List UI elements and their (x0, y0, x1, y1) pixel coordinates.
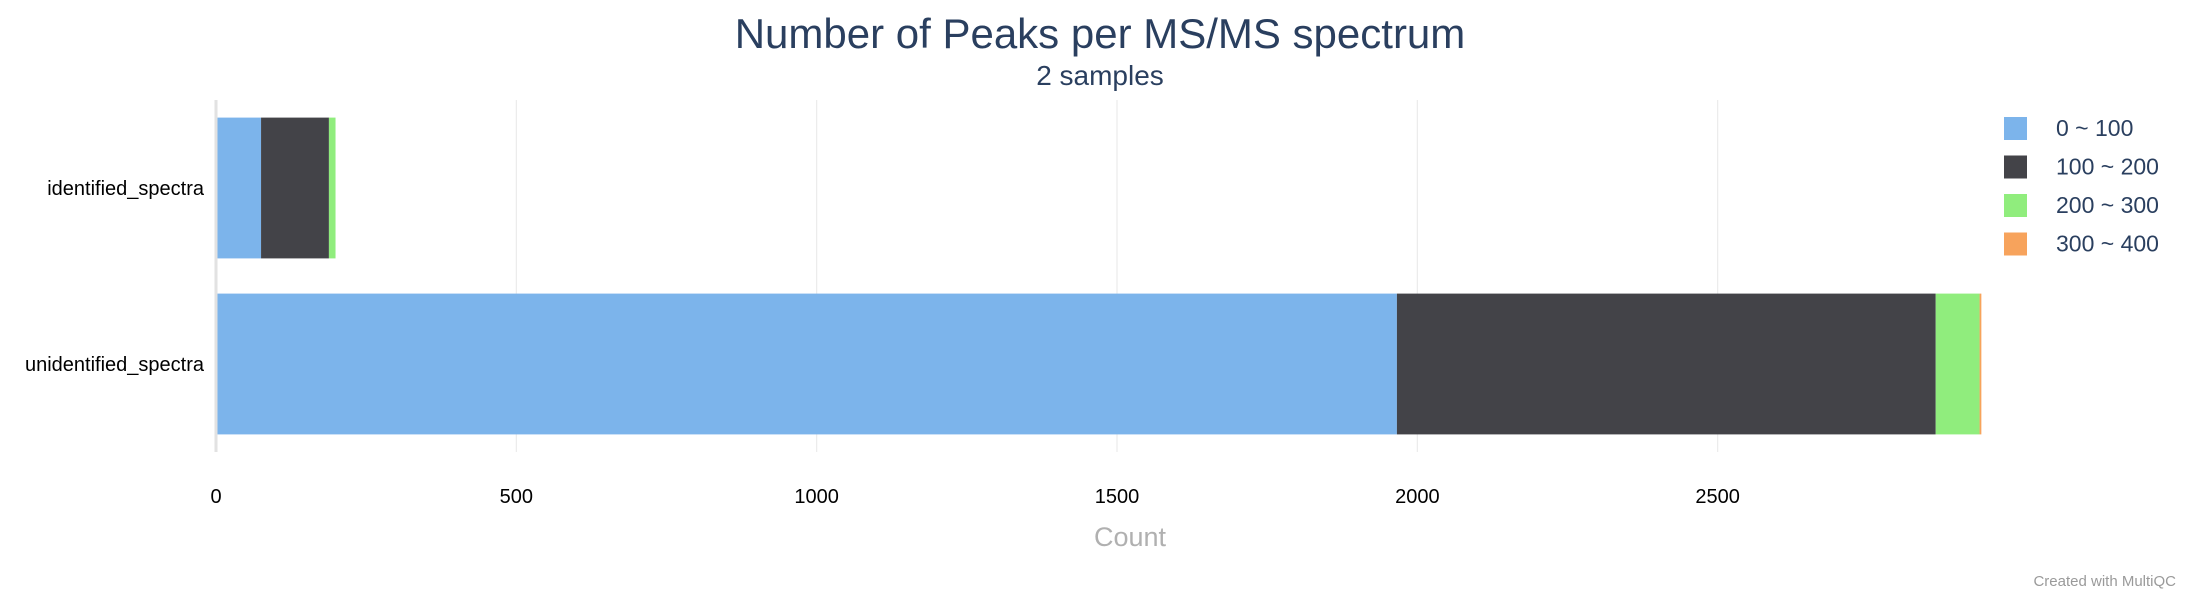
bars[interactable] (216, 117, 1982, 435)
bar-segment[interactable] (261, 117, 329, 259)
legend-label[interactable]: 100 ~ 200 (2056, 154, 2159, 180)
legend-label[interactable]: 300 ~ 400 (2056, 231, 2159, 257)
bar-segment[interactable] (1935, 293, 1980, 435)
x-tick-label: 500 (500, 486, 533, 508)
bar-segment[interactable] (216, 117, 262, 259)
x-tick-label: 0 (210, 486, 221, 508)
bar-segment[interactable] (1396, 293, 1936, 435)
bar-segment[interactable] (328, 117, 336, 259)
x-tick-label: 1000 (794, 486, 839, 508)
bar-segment[interactable] (216, 293, 1397, 435)
credit-text: Created with MultiQC (2033, 573, 2176, 590)
legend-label[interactable]: 0 ~ 100 (2056, 115, 2133, 141)
legend[interactable]: 0 ~ 100 100 ~ 200 200 ~ 300 300 ~ 400 (2004, 115, 2159, 257)
bar-segment[interactable] (1979, 293, 1982, 435)
legend-swatch[interactable] (2004, 117, 2027, 140)
axes: 0 500 1000 1500 2000 2500 Count identified_spec… (25, 100, 1740, 552)
chart-subtitle: 2 samples (1036, 60, 1164, 91)
x-tick-label: 1500 (1095, 486, 1140, 508)
legend-swatch[interactable] (2004, 194, 2027, 217)
legend-swatch[interactable] (2004, 155, 2027, 179)
category-label: unidentified_spectra (25, 354, 205, 376)
legend-label[interactable]: 200 ~ 300 (2056, 192, 2159, 218)
x-axis-title: Count (1094, 522, 1167, 552)
legend-swatch[interactable] (2004, 232, 2027, 256)
x-tick-label: 2500 (1695, 486, 1740, 508)
category-label: identified_spectra (47, 178, 205, 200)
chart-title: Number of Peaks per MS/MS spectrum (734, 10, 1466, 57)
x-tick-label: 2000 (1395, 486, 1440, 508)
